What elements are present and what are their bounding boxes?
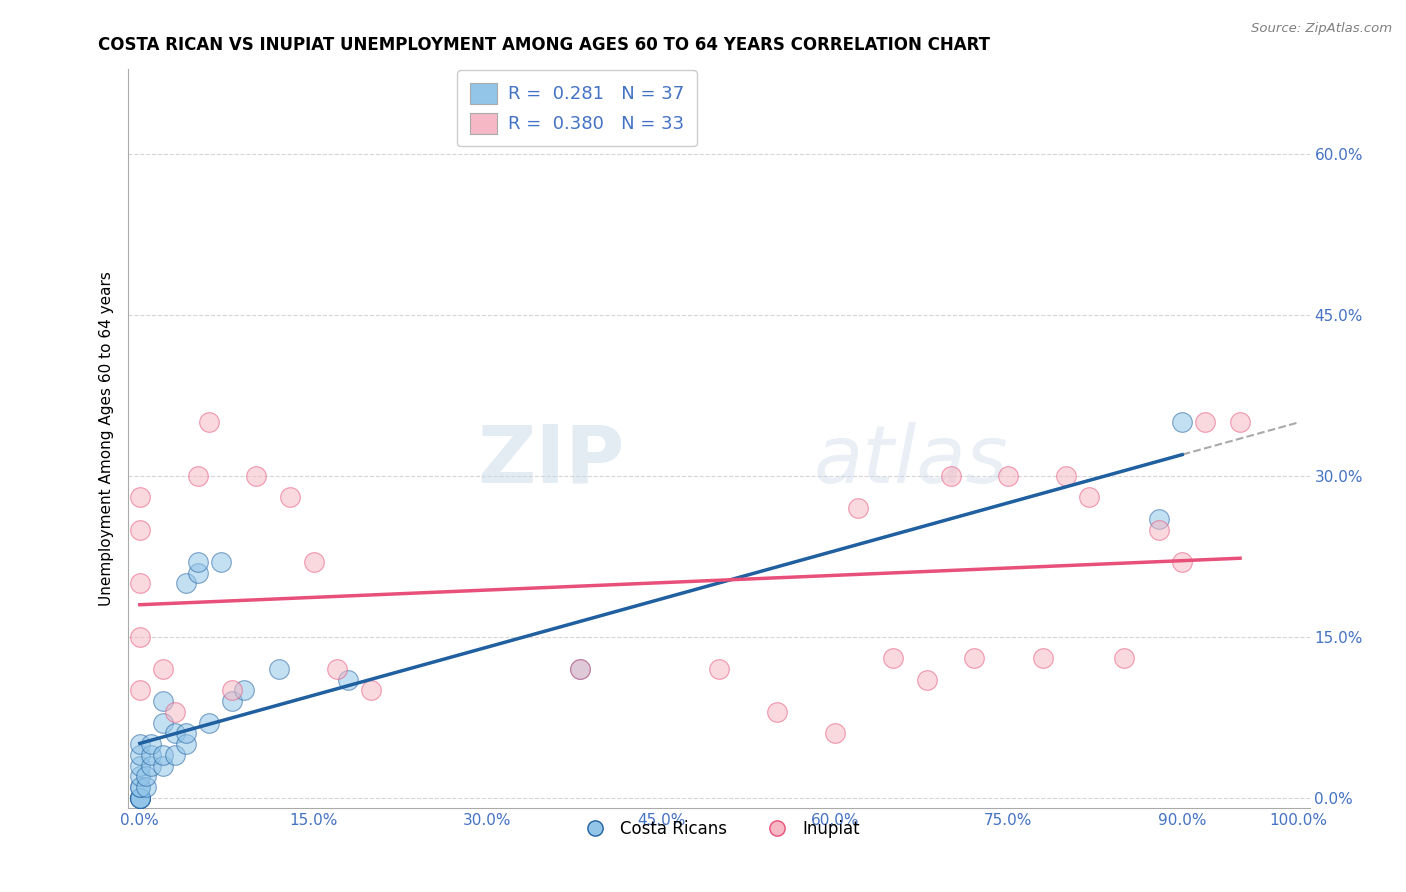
Point	[163, 705, 186, 719]
Point	[128, 769, 150, 783]
Point	[337, 673, 360, 687]
Point	[174, 576, 197, 591]
Text: atlas: atlas	[814, 422, 1008, 500]
Point	[163, 747, 186, 762]
Point	[163, 726, 186, 740]
Point	[997, 469, 1019, 483]
Point	[187, 469, 209, 483]
Point	[135, 769, 157, 783]
Point	[917, 673, 939, 687]
Point	[128, 683, 150, 698]
Point	[1147, 523, 1170, 537]
Point	[1194, 416, 1216, 430]
Text: Source: ZipAtlas.com: Source: ZipAtlas.com	[1251, 22, 1392, 36]
Y-axis label: Unemployment Among Ages 60 to 64 years: Unemployment Among Ages 60 to 64 years	[100, 271, 114, 606]
Point	[1171, 416, 1194, 430]
Point	[233, 683, 256, 698]
Point	[128, 747, 150, 762]
Point	[128, 737, 150, 751]
Point	[135, 780, 157, 794]
Point	[141, 758, 163, 772]
Point	[128, 790, 150, 805]
Point	[128, 790, 150, 805]
Text: ZIP: ZIP	[477, 422, 624, 500]
Point	[963, 651, 986, 665]
Point	[152, 758, 174, 772]
Point	[1078, 491, 1101, 505]
Point	[302, 555, 325, 569]
Point	[765, 705, 787, 719]
Point	[141, 747, 163, 762]
Point	[128, 523, 150, 537]
Point	[187, 566, 209, 580]
Point	[267, 662, 290, 676]
Point	[128, 491, 150, 505]
Point	[152, 715, 174, 730]
Point	[1147, 512, 1170, 526]
Point	[128, 790, 150, 805]
Point	[846, 501, 869, 516]
Point	[360, 683, 382, 698]
Point	[141, 737, 163, 751]
Point	[568, 662, 591, 676]
Point	[245, 469, 267, 483]
Point	[280, 491, 302, 505]
Point	[128, 576, 150, 591]
Point	[152, 694, 174, 708]
Legend: Costa Ricans, Inupiat: Costa Ricans, Inupiat	[572, 814, 866, 845]
Point	[198, 715, 221, 730]
Point	[128, 630, 150, 644]
Point	[939, 469, 962, 483]
Point	[221, 694, 243, 708]
Point	[882, 651, 904, 665]
Point	[1114, 651, 1136, 665]
Point	[128, 790, 150, 805]
Point	[1054, 469, 1077, 483]
Point	[128, 780, 150, 794]
Point	[824, 726, 846, 740]
Point	[221, 683, 243, 698]
Point	[128, 790, 150, 805]
Point	[174, 726, 197, 740]
Point	[198, 416, 221, 430]
Point	[568, 662, 591, 676]
Point	[325, 662, 347, 676]
Point	[152, 747, 174, 762]
Point	[187, 555, 209, 569]
Point	[1229, 416, 1251, 430]
Point	[152, 662, 174, 676]
Text: COSTA RICAN VS INUPIAT UNEMPLOYMENT AMONG AGES 60 TO 64 YEARS CORRELATION CHART: COSTA RICAN VS INUPIAT UNEMPLOYMENT AMON…	[98, 36, 990, 54]
Point	[1171, 555, 1194, 569]
Point	[128, 790, 150, 805]
Point	[128, 780, 150, 794]
Point	[1032, 651, 1054, 665]
Point	[174, 737, 197, 751]
Point	[209, 555, 232, 569]
Point	[707, 662, 730, 676]
Point	[128, 758, 150, 772]
